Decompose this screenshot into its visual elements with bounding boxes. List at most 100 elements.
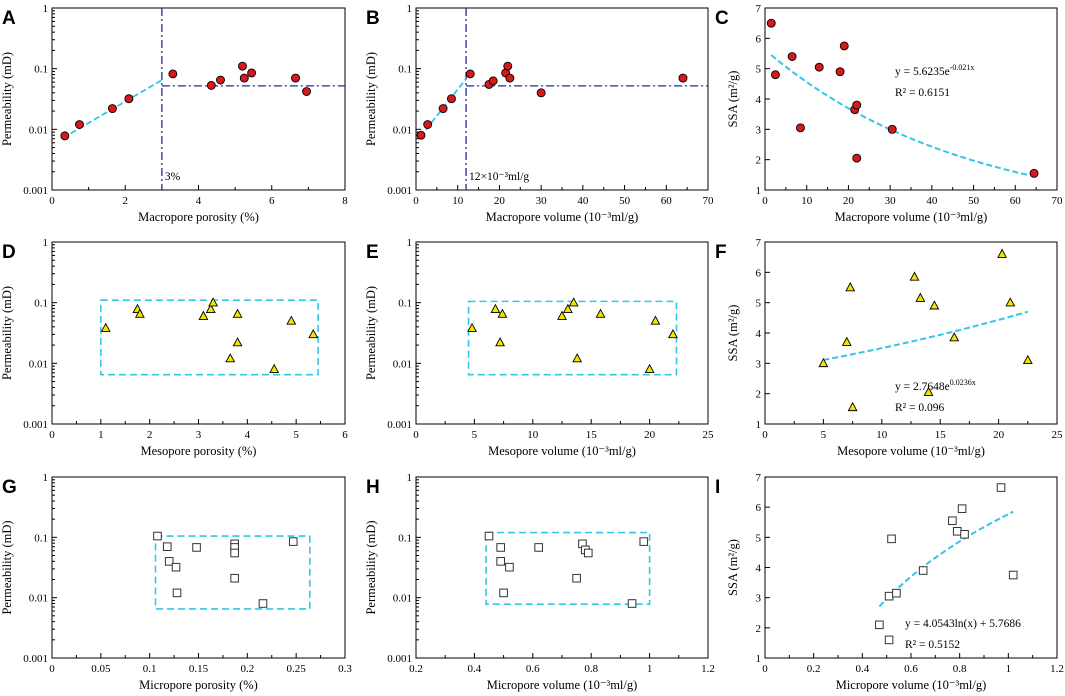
r-squared-label: R² = 0.096 (895, 402, 944, 414)
fit-curve (770, 54, 1035, 178)
plot-frame (764, 241, 1058, 425)
data-point (875, 620, 884, 630)
data-point (484, 531, 494, 541)
plot-frame (51, 476, 346, 659)
x-tick-label: 0.4 (468, 663, 482, 675)
data-point (892, 588, 901, 598)
data-point (562, 303, 573, 313)
data-point (639, 537, 649, 546)
y-tick-label: 0.01 (29, 124, 48, 136)
data-point (247, 68, 257, 78)
y-tick-label: 0.01 (393, 124, 412, 136)
data-point (239, 73, 249, 83)
x-tick-label: 40 (926, 195, 938, 207)
y-tick-label: 0.001 (23, 653, 48, 665)
data-point (644, 363, 655, 373)
panel-h: 0.2 0.4 0.6 0.8 1 1.2 0.001 0.01 0.1 1 Micropore v… (364, 472, 715, 692)
x-tick-label: 0 (49, 429, 55, 441)
panel-label: F (715, 242, 727, 263)
y-axis-label: Permeability (mD) (364, 286, 378, 380)
data-point (960, 530, 969, 539)
y-tick-label: 0.1 (34, 532, 48, 544)
data-point (572, 353, 583, 363)
x-tick-label: 20 (644, 429, 656, 441)
x-tick-label: 0 (413, 429, 419, 441)
x-tick-label: 1 (647, 663, 653, 675)
y-axis-label: Permeability (mD) (0, 520, 14, 614)
equation-exponent: -0.021x (950, 63, 975, 72)
data-point (787, 52, 797, 61)
y-tick-label: 4 (756, 563, 762, 575)
data-point (423, 120, 433, 129)
data-point (192, 543, 201, 552)
data-point (288, 537, 298, 546)
fit-curve (823, 310, 1029, 361)
plot-frame (764, 476, 1058, 659)
data-point (1008, 570, 1018, 580)
data-point (915, 292, 926, 302)
panel-label: E (366, 242, 379, 263)
y-axis-label: Permeability (mD) (364, 52, 378, 146)
x-tick-label: 5 (472, 429, 478, 441)
y-tick-label: 1 (407, 472, 413, 484)
data-point (302, 87, 311, 96)
data-point (503, 61, 513, 71)
data-point (134, 308, 145, 318)
x-tick-label: 2 (147, 429, 153, 441)
x-axis-label: Mesopore volume (10⁻³ml/g) (488, 444, 636, 458)
x-tick-label: 4 (196, 195, 202, 207)
x-axis-label: Macropore volume (10⁻³ml/g) (835, 210, 988, 224)
x-tick-label: 0.3 (338, 663, 352, 675)
x-tick-label: 50 (619, 195, 631, 207)
cluster-box (154, 535, 311, 610)
data-point (818, 357, 829, 368)
data-point (168, 69, 178, 79)
data-point (230, 573, 239, 583)
data-point (237, 61, 247, 71)
y-tick-label: 0.1 (398, 532, 412, 544)
y-tick-label: 1 (43, 237, 49, 249)
y-tick-label: 5 (756, 532, 762, 544)
panel-label: A (2, 8, 16, 29)
y-axis-label: SSA (m²/g) (726, 539, 740, 596)
x-axis-label: Micropore volume (10⁻³ml/g) (836, 678, 987, 692)
x-tick-label: 5 (293, 429, 299, 441)
y-tick-label: 6 (756, 267, 762, 279)
x-tick-label: 40 (577, 195, 589, 207)
data-point (216, 75, 225, 85)
fit-equation: y = 2.7648e0.0236x (895, 378, 976, 393)
data-point (164, 557, 174, 566)
plot-frame (51, 7, 346, 191)
y-tick-label: 3 (756, 593, 762, 605)
panel-label: G (2, 477, 17, 498)
data-point (534, 543, 543, 552)
panel-d: 0 1 2 3 4 5 6 0.001 0.01 0.1 1 Mesopore porosity (%… (0, 237, 348, 458)
y-axis-label: SSA (m²/g) (726, 71, 740, 128)
x-tick-label: 60 (1010, 195, 1022, 207)
r-squared-label: R² = 0.5152 (905, 639, 960, 651)
x-tick-label: 0.6 (526, 663, 540, 675)
data-point (839, 41, 849, 51)
x-tick-label: 5 (821, 429, 827, 441)
data-point (269, 363, 280, 373)
fit-curve (878, 510, 1014, 608)
y-tick-label: 7 (756, 3, 762, 15)
y-tick-label: 6 (756, 33, 762, 45)
data-point (948, 516, 957, 526)
y-tick-label: 0.001 (387, 185, 412, 197)
x-tick-label: 70 (703, 195, 715, 207)
x-axis-label: Micropore volume (10⁻³ml/g) (487, 678, 638, 692)
y-axis-label: Permeability (mD) (0, 52, 14, 146)
data-point (198, 310, 209, 320)
y-tick-label: 1 (756, 419, 762, 431)
y-tick-label: 7 (756, 472, 762, 484)
data-point (852, 100, 862, 110)
x-axis-label: Macropore volume (10⁻³ml/g) (486, 210, 639, 224)
data-point (766, 18, 776, 28)
data-point (918, 566, 928, 575)
plot-frame (415, 7, 709, 191)
data-point (627, 599, 637, 608)
y-tick-label: 1 (43, 3, 49, 15)
x-tick-label: 2 (123, 195, 129, 207)
